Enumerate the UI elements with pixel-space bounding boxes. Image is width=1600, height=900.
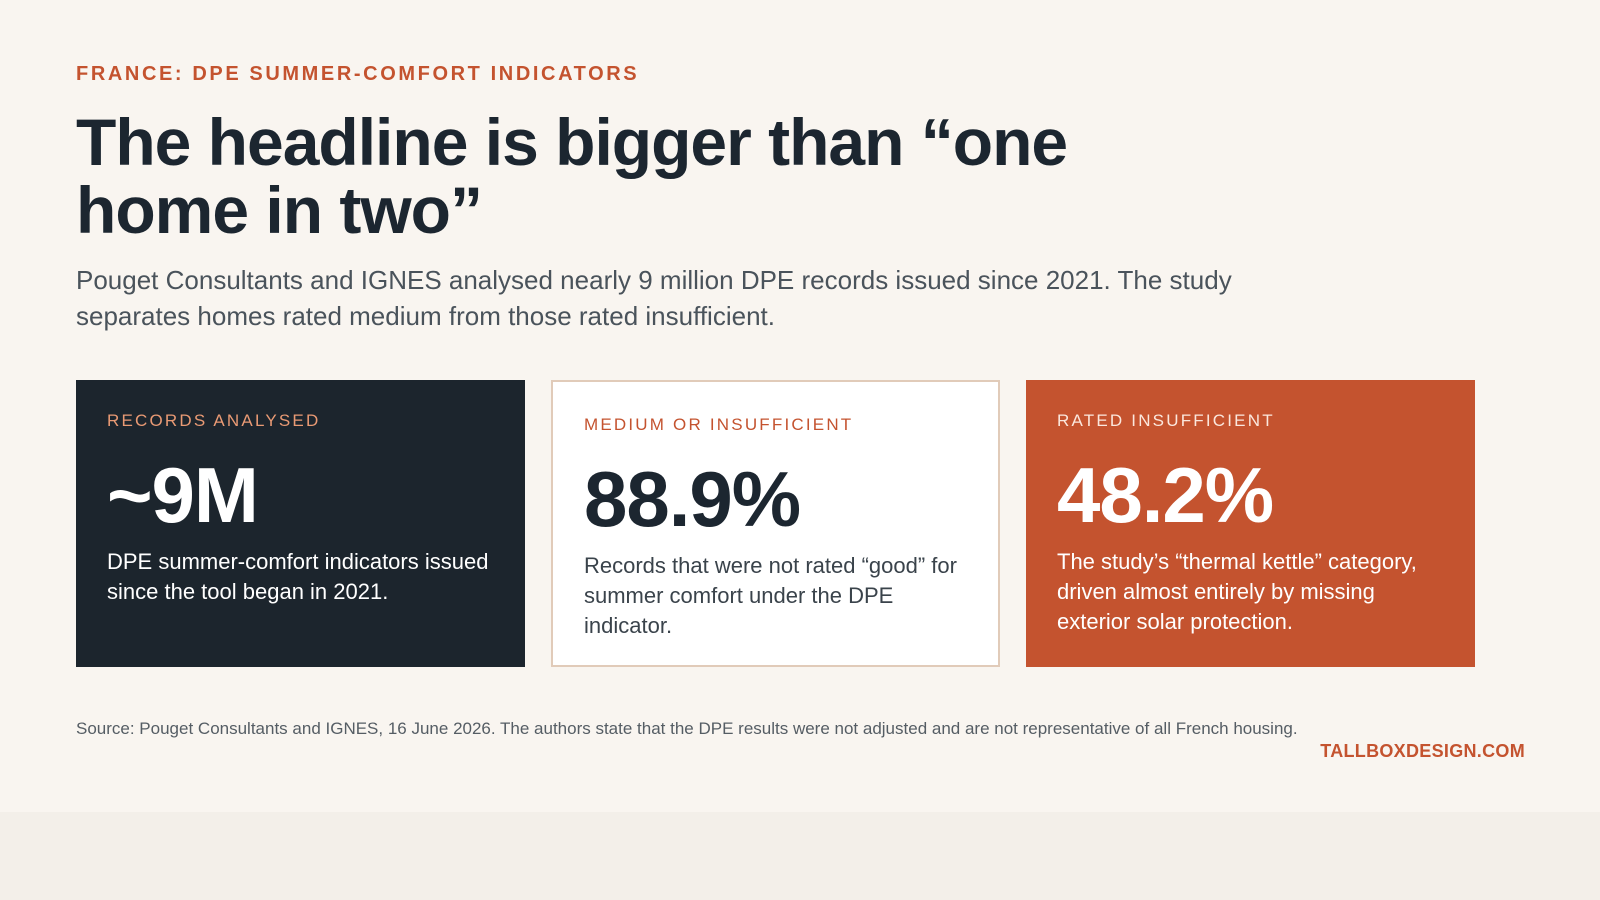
- stat-card-value: 88.9%: [584, 455, 801, 543]
- stat-card-label: RECORDS ANALYSED: [107, 411, 321, 430]
- stat-card-value: ~9M: [107, 451, 259, 539]
- stat-card-description: DPE summer-comfort indicators issued sin…: [107, 549, 489, 604]
- stat-card-insufficient: RATED INSUFFICIENT 48.2% The study’s “th…: [1026, 380, 1475, 667]
- stat-card-description: The study’s “thermal kettle” category, d…: [1057, 549, 1417, 634]
- source-note: Source: Pouget Consultants and IGNES, 16…: [76, 719, 1298, 738]
- stat-card-medium-insufficient: MEDIUM OR INSUFFICIENT 88.9% Records tha…: [551, 380, 1000, 667]
- page-title: The headline is bigger than “one home in…: [76, 105, 1068, 247]
- stat-card-label: MEDIUM OR INSUFFICIENT: [584, 415, 854, 434]
- slide: FRANCE: DPE SUMMER-COMFORT INDICATORS Th…: [76, 63, 1525, 761]
- stat-card-records: RECORDS ANALYSED ~9M DPE summer-comfort …: [76, 380, 525, 667]
- eyebrow-label: FRANCE: DPE SUMMER-COMFORT INDICATORS: [76, 63, 640, 85]
- brand-link[interactable]: TALLBOXDESIGN.COM: [1320, 741, 1525, 761]
- stat-card-label: RATED INSUFFICIENT: [1057, 411, 1275, 430]
- stat-card-description: Records that were not rated “good” for s…: [584, 553, 957, 638]
- lede-paragraph: Pouget Consultants and IGNES analysed ne…: [76, 265, 1232, 331]
- stat-card-value: 48.2%: [1057, 451, 1274, 539]
